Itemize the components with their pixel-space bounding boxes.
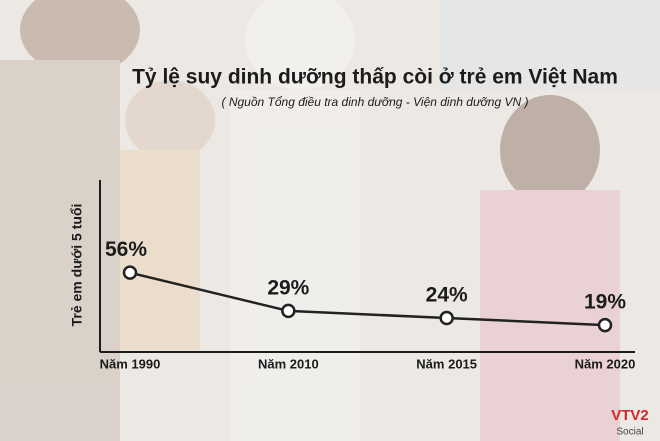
value-label: 56%: [105, 238, 147, 261]
logo: VTV2 Social: [611, 407, 649, 438]
value-label: 19%: [584, 291, 626, 314]
x-tick-label: Năm 2020: [575, 356, 636, 371]
logo-sub: Social: [616, 427, 643, 438]
value-label: 29%: [267, 276, 309, 299]
data-line: [129, 271, 606, 327]
chart-subtitle: ( Nguồn Tổng điều tra dinh dưỡng - Viện …: [221, 95, 528, 109]
data-point: [597, 317, 613, 333]
chart-title: Tỷ lệ suy dinh dưỡng thấp còi ở trẻ em V…: [132, 66, 618, 89]
value-label: 24%: [426, 284, 468, 307]
x-tick-label: Năm 2010: [258, 356, 319, 371]
logo-name: VTV2: [611, 407, 649, 424]
x-tick-label: Năm 2015: [416, 356, 477, 371]
data-point: [122, 265, 138, 280]
data-point: [439, 310, 454, 326]
x-tick-label: Năm 1990: [100, 356, 161, 371]
y-axis-label: Trẻ em dưới 5 tuổi: [69, 204, 85, 327]
data-point: [281, 303, 296, 319]
